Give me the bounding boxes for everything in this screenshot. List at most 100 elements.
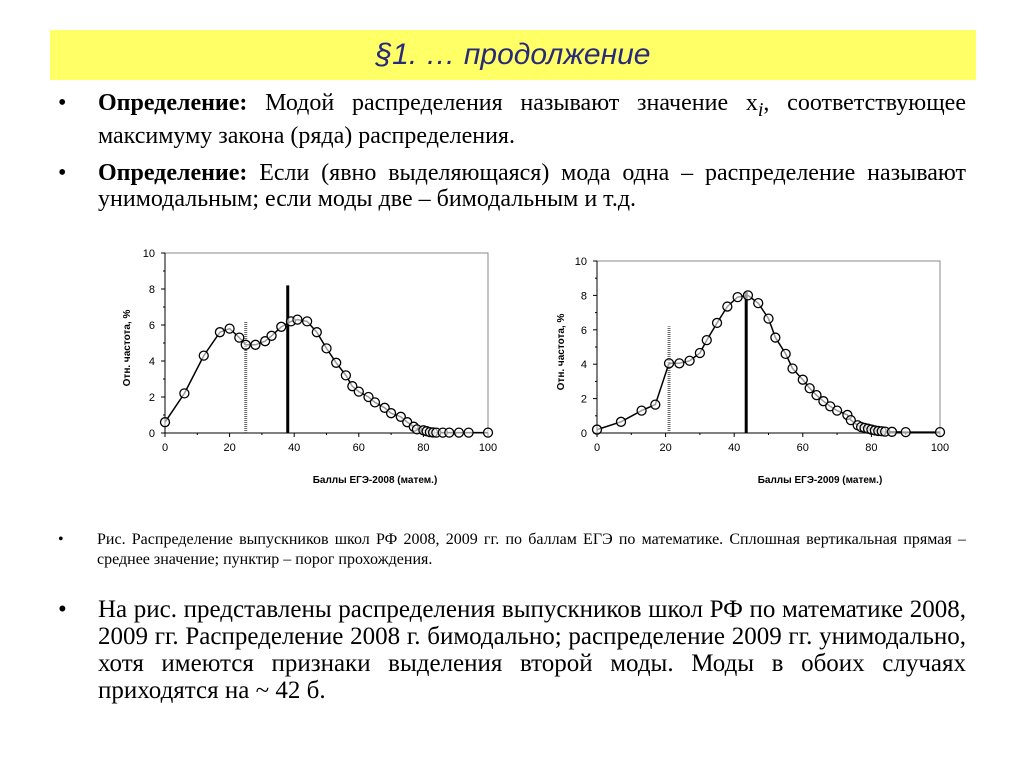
- x-tick-label: 0: [162, 442, 168, 454]
- data-point-marker: [321, 343, 332, 354]
- data-point-marker: [266, 330, 277, 341]
- data-point-marker: [650, 399, 661, 410]
- y-tick-label: 8: [149, 284, 155, 296]
- y-tick-label: 10: [143, 248, 155, 260]
- data-point-marker: [684, 355, 695, 366]
- x-axis-label: Баллы ЕГЭ-2009 (матем.): [758, 475, 883, 486]
- data-point-marker: [934, 426, 946, 438]
- x-tick-label: 20: [223, 442, 235, 454]
- data-point-marker: [615, 416, 627, 427]
- y-tick-label: 8: [581, 290, 587, 302]
- y-tick-label: 0: [149, 428, 155, 440]
- data-point-marker: [804, 383, 815, 394]
- series-line: [164, 318, 488, 434]
- data-point-marker: [292, 314, 303, 325]
- x-tick-label: 40: [728, 442, 740, 454]
- data-point-marker: [482, 427, 494, 438]
- data-point-marker: [224, 323, 235, 334]
- y-axis-label: Отн. частота, %: [556, 314, 567, 391]
- definition-term: Определение:: [98, 90, 248, 116]
- data-point-marker: [379, 402, 390, 413]
- data-point-marker: [214, 327, 226, 338]
- conclusion-paragraph: • На рис. представлены распределения вып…: [58, 596, 966, 704]
- data-point-marker: [444, 427, 455, 438]
- data-point-marker: [369, 397, 381, 408]
- y-tick-label: 2: [149, 392, 155, 404]
- y-axis-label: Отн. частота, %: [122, 310, 133, 387]
- x-tick-label: 80: [865, 442, 877, 454]
- data-point-marker: [753, 297, 764, 309]
- bullet-icon: •: [58, 531, 64, 548]
- y-tick-label: 6: [149, 320, 155, 332]
- data-point-marker: [301, 316, 313, 327]
- bullet-icon: •: [58, 90, 67, 116]
- y-tick-label: 6: [581, 325, 587, 337]
- data-point-marker: [787, 363, 798, 374]
- data-point-marker: [591, 424, 603, 435]
- definition-tail: , соответствующее максимуму закона (ряда…: [98, 90, 966, 149]
- figure-caption: • Рис. Распределение выпускников школ РФ…: [58, 531, 966, 568]
- bullet-icon: •: [58, 596, 67, 623]
- data-point-marker: [453, 427, 465, 438]
- definition-modality: • Определение: Если (явно выделяющаяся) …: [58, 160, 966, 212]
- data-point-marker: [179, 388, 190, 399]
- subscript: i: [757, 98, 764, 121]
- data-point-marker: [159, 417, 171, 428]
- slide-title-bar: §1. … продолжение: [50, 30, 976, 80]
- data-point-marker: [900, 426, 911, 438]
- data-point-marker: [347, 381, 358, 392]
- data-point-marker: [711, 317, 723, 329]
- data-point-marker: [701, 334, 712, 346]
- data-point-marker: [742, 290, 754, 301]
- data-point-marker: [818, 396, 829, 407]
- data-point-marker: [198, 350, 209, 361]
- data-point-marker: [340, 370, 352, 381]
- data-point-marker: [385, 408, 397, 419]
- x-tick-label: 60: [353, 442, 365, 454]
- data-point-marker: [395, 411, 406, 422]
- y-tick-label: 0: [581, 428, 587, 440]
- definition-mode: • Определение: Модой распределения назыв…: [58, 90, 966, 149]
- data-point-marker: [886, 426, 898, 437]
- data-point-marker: [732, 291, 743, 303]
- data-point-marker: [234, 332, 245, 343]
- data-point-marker: [845, 414, 856, 426]
- data-point-marker: [811, 390, 822, 401]
- x-tick-label: 100: [479, 442, 497, 454]
- x-tick-label: 100: [931, 442, 949, 454]
- data-point-marker: [331, 357, 342, 368]
- data-point-marker: [463, 427, 474, 438]
- slide-title: §1. … продолжение: [375, 38, 651, 71]
- y-tick-label: 4: [581, 359, 587, 371]
- data-point-marker: [694, 347, 706, 359]
- data-point-marker: [363, 391, 374, 403]
- x-tick-label: 0: [594, 442, 600, 454]
- x-tick-label: 20: [659, 442, 671, 454]
- plot-area: [164, 252, 489, 434]
- data-point-marker: [353, 386, 364, 397]
- y-tick-label: 10: [575, 256, 587, 268]
- data-point-marker: [276, 321, 287, 332]
- definition-text: Если (явно выделяющаяся) мода одна – рас…: [98, 160, 966, 212]
- data-point-marker: [770, 332, 781, 343]
- data-point-marker: [663, 358, 675, 369]
- data-point-marker: [250, 339, 261, 350]
- x-tick-label: 40: [288, 442, 300, 454]
- bullet-icon: •: [58, 160, 67, 186]
- data-point-marker: [722, 301, 733, 312]
- x-tick-label: 60: [797, 442, 809, 454]
- definition-term: Определение:: [98, 160, 248, 186]
- y-tick-label: 2: [581, 394, 587, 406]
- data-point-marker: [797, 374, 808, 385]
- x-tick-label: 80: [417, 442, 429, 454]
- definition-text: Модой распределения называют значение x: [247, 90, 758, 116]
- x-axis-label: Баллы ЕГЭ-2008 (матем.): [313, 475, 438, 486]
- data-point-marker: [674, 358, 685, 369]
- data-point-marker: [240, 339, 251, 350]
- data-point-marker: [780, 348, 791, 360]
- data-point-marker: [636, 405, 647, 416]
- data-point-marker: [259, 336, 271, 347]
- data-point-marker: [831, 405, 843, 416]
- data-point-marker: [311, 327, 322, 338]
